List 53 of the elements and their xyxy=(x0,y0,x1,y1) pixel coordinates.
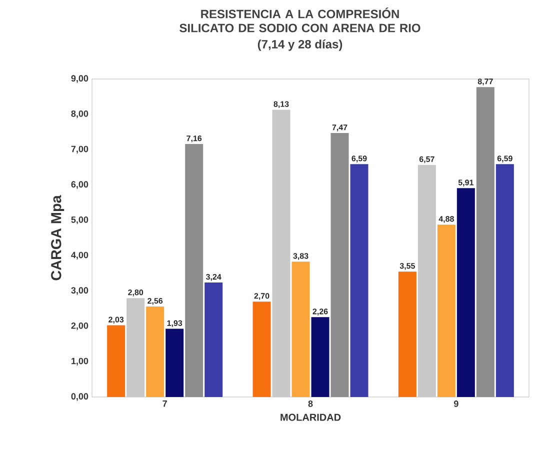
bar xyxy=(146,306,164,397)
y-tick-label: 2,00 xyxy=(71,322,88,330)
x-tick-label: 8 xyxy=(308,400,313,407)
bar xyxy=(107,325,126,397)
bar xyxy=(185,144,204,397)
data-label: 2,03 xyxy=(108,316,124,324)
data-label: 2,26 xyxy=(312,308,328,316)
bar xyxy=(437,224,456,397)
bar xyxy=(418,164,436,397)
chart-title: RESISTENCIA A LA COMPRESIÓN SILICATO DE SODIO CON ARENA DE RIO xyxy=(180,8,420,32)
y-tick-label: 5,00 xyxy=(71,216,88,224)
y-tick-label: 0,00 xyxy=(71,393,88,401)
bar xyxy=(476,87,494,397)
data-label: 2,80 xyxy=(128,290,144,296)
data-label: 2,70 xyxy=(254,293,270,300)
data-label: 7,47 xyxy=(332,124,348,132)
bar xyxy=(166,328,184,397)
data-label: 1,93 xyxy=(167,320,182,328)
y-axis-title: CARGA Mpa xyxy=(51,195,64,280)
data-label: 3,55 xyxy=(400,263,415,270)
data-label: 2,56 xyxy=(148,298,163,305)
y-tick-label: 4,00 xyxy=(71,252,88,260)
bar xyxy=(252,302,271,397)
y-tick-label: 8,00 xyxy=(71,110,88,118)
bar xyxy=(330,133,349,397)
x-tick-label: 7 xyxy=(162,400,167,407)
bar xyxy=(126,298,145,397)
y-tick-label: 6,00 xyxy=(71,181,88,189)
y-tick-label: 3,00 xyxy=(71,287,88,295)
bar xyxy=(292,262,310,397)
data-label: 8,77 xyxy=(478,78,493,86)
data-label: 6,59 xyxy=(497,156,512,162)
chart-subtitle: (7,14 y 28 días) xyxy=(258,40,342,51)
data-label: 5,91 xyxy=(458,180,474,186)
bar xyxy=(496,164,514,397)
bar xyxy=(272,110,290,397)
y-tick-label: 1,00 xyxy=(72,358,88,366)
data-label: 6,57 xyxy=(419,156,434,164)
x-tick-label: 9 xyxy=(454,400,458,407)
data-label: 7,16 xyxy=(186,135,202,142)
data-label: 8,13 xyxy=(274,101,289,108)
bar xyxy=(456,188,475,397)
y-tick-label: 7,00 xyxy=(71,146,88,154)
bar xyxy=(311,317,330,397)
y-tick-label: 9,00 xyxy=(71,75,88,83)
x-axis-title: MOLARIDAD xyxy=(280,414,341,421)
bar xyxy=(398,272,416,397)
data-label: 6,59 xyxy=(352,156,367,162)
data-label: 3,24 xyxy=(206,274,222,281)
bar xyxy=(350,164,368,397)
data-label: 4,88 xyxy=(438,216,454,223)
bar xyxy=(204,282,223,397)
data-label: 3,83 xyxy=(293,253,308,260)
